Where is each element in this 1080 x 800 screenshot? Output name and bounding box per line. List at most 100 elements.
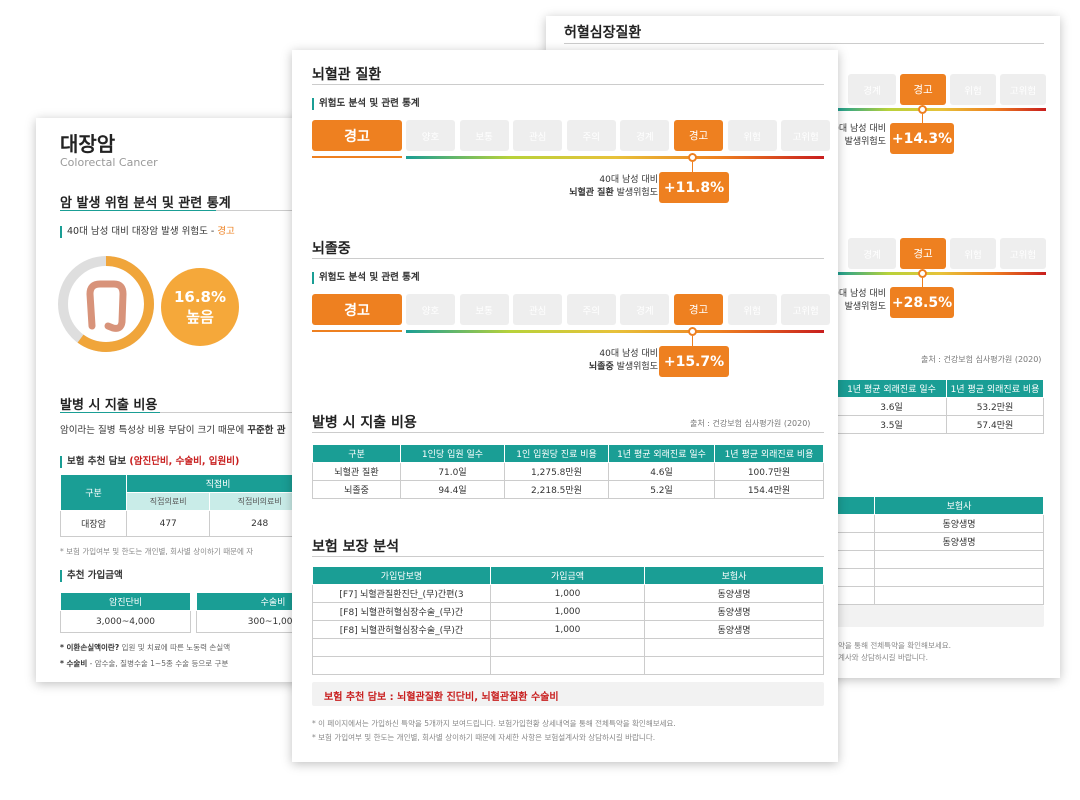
table-cell: 100.7만원	[714, 462, 824, 481]
table-cell	[644, 656, 824, 675]
level-chip: 보통	[459, 120, 509, 151]
col-header: 구분	[60, 474, 127, 511]
recommend-label: 보험 추천 담보 : 뇌혈관질환 진단비, 뇌혈관질환 수술비	[324, 692, 559, 703]
sheet-title: 허혈심장질환	[564, 25, 642, 41]
sheet-colorectal-cancer: 대장암 Colorectal Cancer 암 발생 위험 분석 및 관련 통계…	[36, 118, 336, 682]
recommend-coverage: 보험 추천 담보 (암진단비, 수술비, 입원비)	[60, 456, 239, 468]
level-chip: 경계	[848, 238, 896, 269]
footnote: * 보험 가입여부 및 한도는 개인별, 회사별 상이하기 때문에 자	[60, 547, 254, 556]
section-title: 뇌졸중	[312, 241, 351, 257]
table-cell: 154.4만원	[714, 480, 824, 499]
table-cell: 동양생명	[644, 584, 824, 603]
amount-title: 추천 가입금액	[60, 570, 123, 582]
level-chip: 위험	[950, 238, 996, 269]
table-cell: [F7] 뇌혈관질환진단_(무)간편(3	[312, 584, 491, 603]
risk-value-bubble: 16.8% 높음	[161, 268, 239, 346]
risk-gradient-bar	[406, 156, 824, 159]
footnote: * 보험 가입여부 및 한도는 개인별, 회사별 상이하기 때문에 자세한 사항…	[312, 733, 656, 742]
footnote: 약을 통해 전체특약을 확인해보세요.	[838, 641, 952, 650]
risk-marker	[688, 327, 697, 336]
risk-gradient-bar	[836, 108, 1046, 111]
level-chip: 주의	[566, 294, 616, 325]
section-rule	[60, 210, 216, 211]
table-cell: 1,275.8만원	[504, 462, 609, 481]
risk-percent-badge: +15.7%	[659, 346, 729, 377]
current-level-badge: 경고	[312, 294, 402, 325]
group-header: 직접비	[126, 474, 310, 493]
risk-value: 16.8%	[173, 287, 227, 306]
risk-summary: 40대 남성 대비 대장암 발생 위험도 - 경고	[60, 226, 235, 238]
level-chip: 위험	[727, 120, 777, 151]
section-title: 보험 보장 분석	[312, 539, 400, 555]
table-cell	[874, 550, 1044, 569]
level-chip: 위험	[950, 74, 996, 105]
table-cell	[874, 568, 1044, 587]
risk-caption: 40대 남성 대비 발생위험도	[827, 289, 886, 312]
level-chip: 고위험	[781, 294, 831, 325]
table-cell: 1,000	[490, 602, 645, 621]
cost-table: 구분 1인당 입원 일수 1인 입원당 진료 비용 1년 평균 외래진료 일수 …	[312, 444, 824, 499]
risk-ring-gauge	[58, 256, 154, 352]
page-subtitle: Colorectal Cancer	[60, 156, 158, 169]
level-chip-active: 경고	[900, 74, 946, 105]
risk-percent-badge: +11.8%	[659, 172, 729, 203]
marker-line	[922, 114, 923, 124]
risk-caption: 40대 남성 대비 발생위험도	[827, 124, 886, 147]
table-cell: 477	[125, 510, 211, 537]
risk-marker	[918, 269, 927, 278]
current-level-badge: 경고	[312, 120, 402, 151]
table-cell: 뇌졸중	[312, 480, 401, 499]
table-cell: 53.2만원	[946, 397, 1044, 416]
col-header: 1년 평균 외래진료 일수	[836, 379, 947, 398]
table-cell: 대장암	[60, 510, 127, 537]
table-cell	[644, 638, 824, 657]
table-cell	[490, 656, 645, 675]
level-chip: 관심	[513, 294, 563, 325]
recommend-box	[836, 605, 1044, 627]
section-title: 암 발생 위험 분석 및 관련 통계	[60, 196, 231, 211]
source-note: 출처 : 건강보험 심사평가원 (2020)	[690, 419, 811, 428]
level-chip: 고위험	[781, 120, 831, 151]
footnote: * 이환손실액이란? 입원 및 치료에 따른 노동력 손실액	[60, 643, 231, 652]
colon-icon	[86, 280, 127, 332]
table-cell: 3.6일	[836, 397, 947, 416]
level-chip: 보통	[459, 294, 509, 325]
ring-fill	[58, 256, 154, 352]
table-cell: 71.0일	[400, 462, 505, 481]
cost-description: 암이라는 질병 특성상 비용 부담이 크기 때문에 꾸준한 관	[60, 425, 286, 436]
risk-gradient-bar	[406, 330, 824, 333]
table-cell: 1,000	[490, 620, 645, 639]
col-header: 1년 평균 외래진료 비용	[714, 444, 824, 463]
source-note: 출처 : 건강보험 심사평가원 (2020)	[921, 355, 1042, 364]
risk-caption: 40대 남성 대비 뇌졸중 발생위험도	[588, 349, 658, 372]
marker-line	[692, 336, 693, 346]
marker-line	[922, 278, 923, 288]
risk-gradient-bar	[836, 272, 1046, 275]
level-chip: 경계	[848, 74, 896, 105]
footnote: * 수술비 - 암수술, 질병수술 1~5종 수술 등으로 구분	[60, 659, 229, 668]
section-title: 발병 시 지출 비용	[60, 398, 158, 413]
risk-caption: 40대 남성 대비 뇌혈관 질환 발생위험도	[569, 175, 658, 198]
table-cell: 동양생명	[874, 514, 1044, 533]
risk-percent-badge: +14.3%	[890, 123, 954, 154]
table-cell: 3.5일	[836, 415, 947, 434]
table-cell: 94.4일	[400, 480, 505, 499]
level-chip: 고위험	[1000, 238, 1046, 269]
level-chip-active: 경고	[674, 294, 723, 325]
insurer-table: 보험사 동양생명 동양생명	[836, 496, 1044, 605]
col-header: 1년 평균 외래진료 비용	[946, 379, 1044, 398]
table-cell: 1,000	[490, 584, 645, 603]
coverage-table: 가입담보명 가입금액 보험사 [F7] 뇌혈관질환진단_(무)간편(3 1,000…	[312, 566, 824, 675]
col-header: 1인 입원당 진료 비용	[504, 444, 609, 463]
level-chip: 양호	[406, 294, 455, 325]
col-header: 암진단비	[60, 592, 191, 611]
table-cell	[490, 638, 645, 657]
risk-marker	[688, 153, 697, 162]
level-chip: 고위험	[1000, 74, 1046, 105]
section-subtitle: 위험도 분석 및 관련 통계	[312, 272, 420, 284]
sheet-cerebrovascular: 뇌혈관 질환 위험도 분석 및 관련 통계 경고 양호 보통 관심 주의 경계 경고 위험 고…	[292, 50, 838, 762]
level-chip: 위험	[727, 294, 777, 325]
level-chip: 경계	[620, 120, 670, 151]
title-rule	[564, 43, 1044, 44]
